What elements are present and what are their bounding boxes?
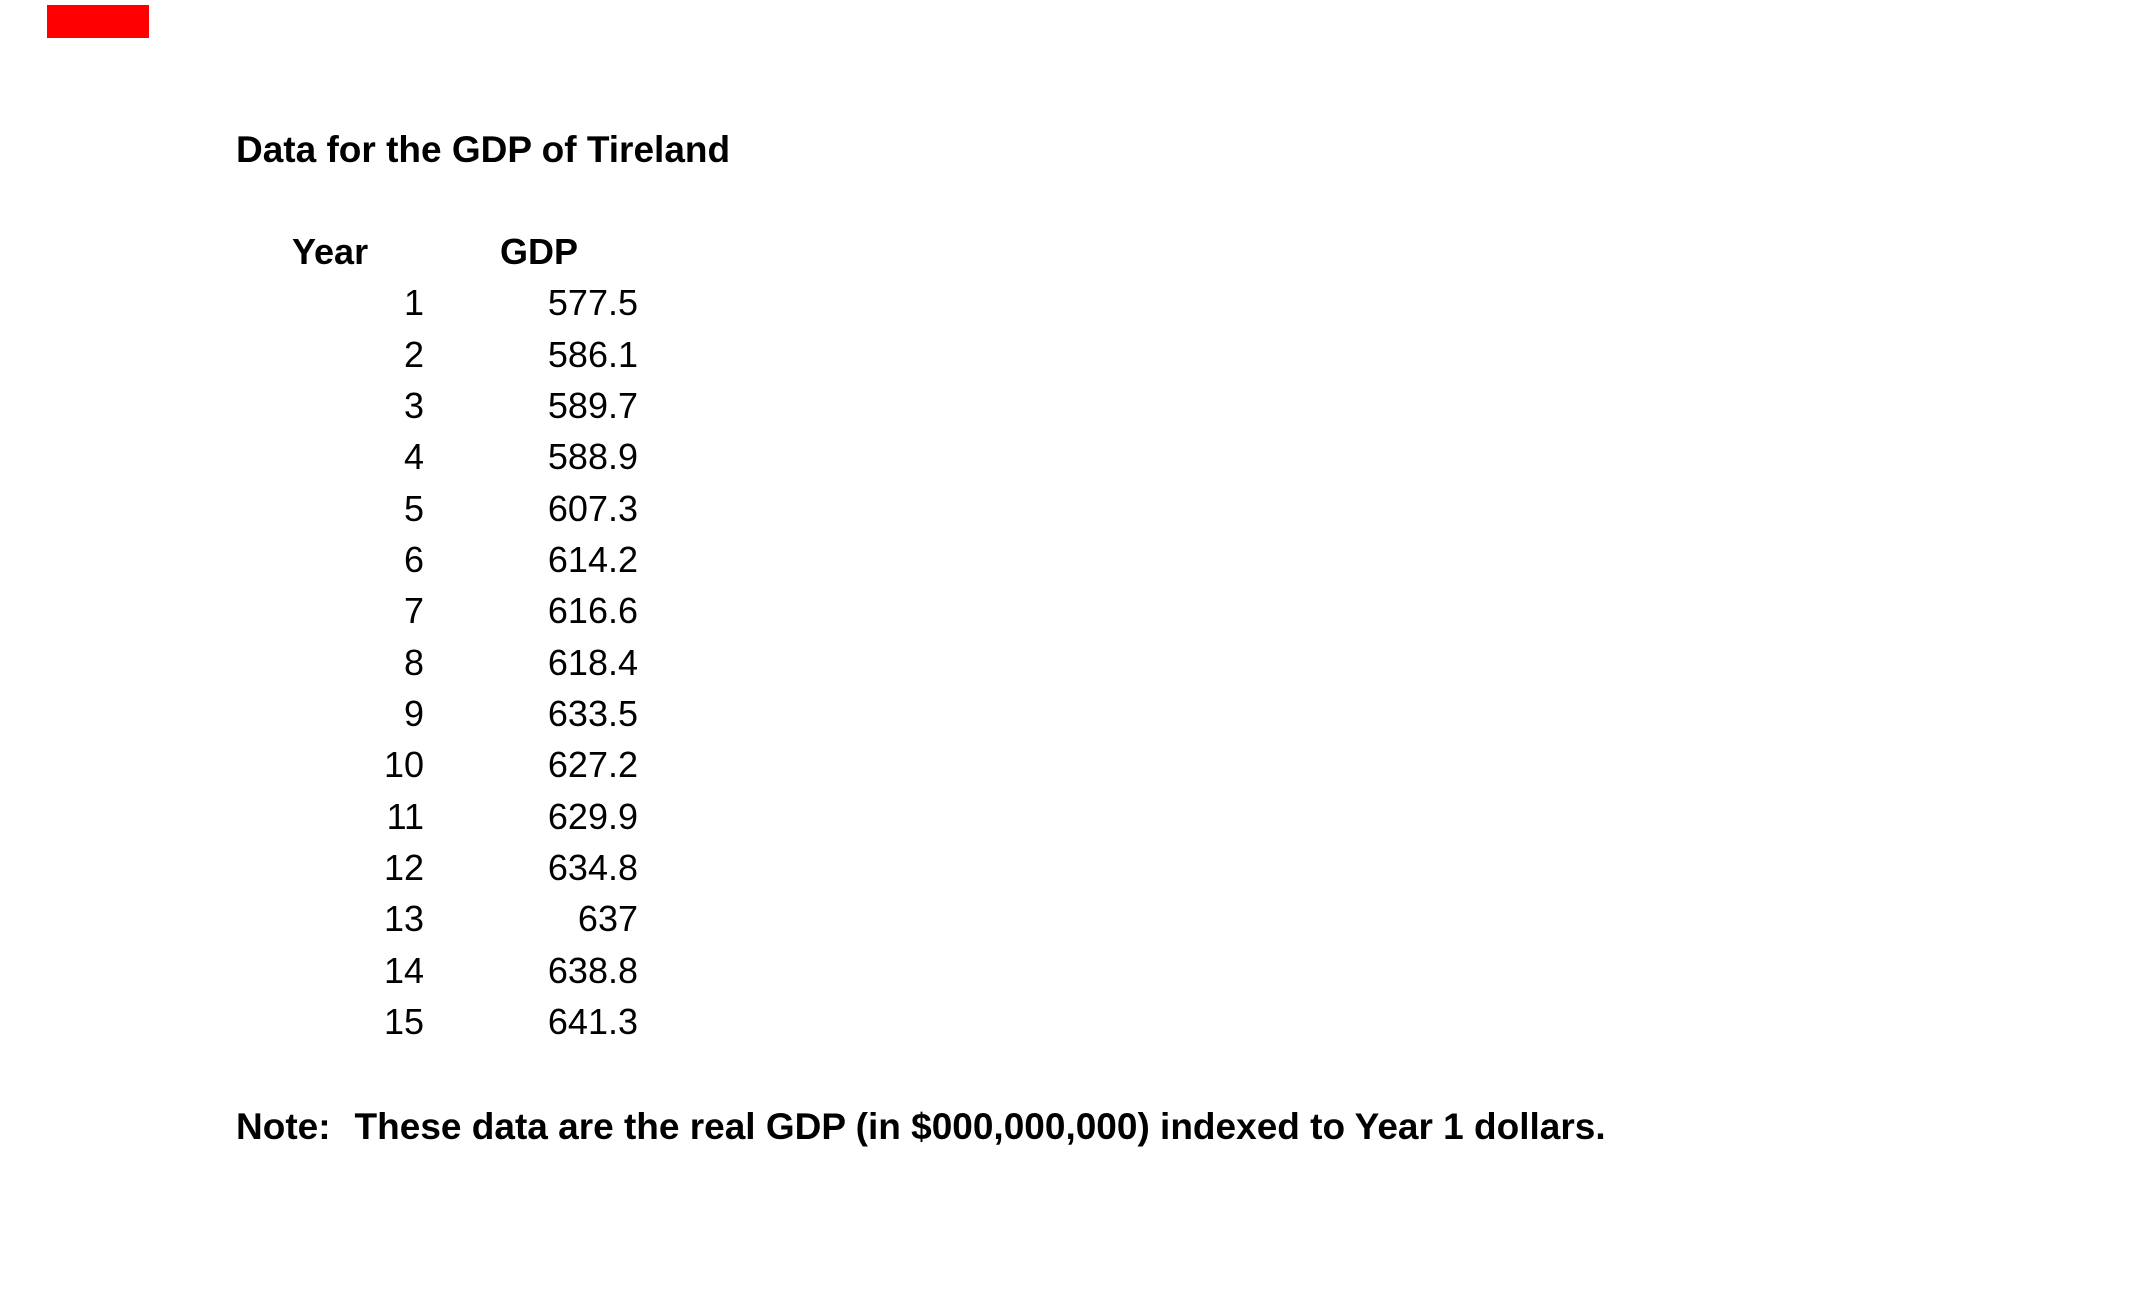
gdp-table: Year GDP 1 577.5 2 586.1 3 589.7 4 588.9 5 607… <box>230 226 638 1048</box>
table-row: 12 634.8 <box>230 842 638 893</box>
column-header-gdp: GDP <box>500 231 579 272</box>
year-cell: 7 <box>403 590 424 632</box>
gdp-cell: 577.5 <box>547 282 638 324</box>
table-row: 14 638.8 <box>230 945 638 996</box>
table-row: 5 607.3 <box>230 483 638 534</box>
year-cell: 8 <box>403 641 424 683</box>
table-row: 7 616.6 <box>230 585 638 636</box>
table-header-row: Year GDP <box>230 226 638 277</box>
table-row: 4 588.9 <box>230 431 638 482</box>
year-cell: 6 <box>403 539 424 581</box>
gdp-cell: 629.9 <box>547 795 638 837</box>
red-marker <box>47 5 149 38</box>
year-cell: 12 <box>383 847 424 889</box>
year-cell: 10 <box>383 744 424 786</box>
gdp-cell: 634.8 <box>547 847 638 889</box>
table-row: 2 586.1 <box>230 329 638 380</box>
year-cell: 3 <box>403 385 424 427</box>
gdp-cell: 638.8 <box>547 949 638 991</box>
table-row: 10 627.2 <box>230 739 638 790</box>
page-title: Data for the GDP of Tireland <box>236 129 731 170</box>
gdp-cell: 607.3 <box>547 487 638 529</box>
table-row: 1 577.5 <box>230 277 638 328</box>
gdp-cell: 627.2 <box>547 744 638 786</box>
year-cell: 11 <box>386 795 424 837</box>
year-cell: 5 <box>403 487 424 529</box>
gdp-cell: 641.3 <box>547 1001 638 1043</box>
gdp-cell: 588.9 <box>547 436 638 478</box>
footnote: Note: These data are the real GDP (in $00… <box>236 1108 1606 1145</box>
gdp-cell: 589.7 <box>547 385 638 427</box>
gdp-cell: 618.4 <box>547 641 638 683</box>
table-row: 3 589.7 <box>230 380 638 431</box>
table-row: 6 614.2 <box>230 534 638 585</box>
table-row: 11 629.9 <box>230 791 638 842</box>
table-row: 9 633.5 <box>230 688 638 739</box>
table-row: 8 618.4 <box>230 637 638 688</box>
year-cell: 2 <box>403 333 424 375</box>
gdp-cell: 616.6 <box>547 590 638 632</box>
column-header-year: Year <box>292 231 369 272</box>
year-cell: 1 <box>403 282 424 324</box>
footnote-label: Note: <box>236 1106 331 1147</box>
table-row: 13 637 <box>230 893 638 944</box>
gdp-cell: 637 <box>577 898 638 940</box>
gdp-cell: 633.5 <box>547 693 638 735</box>
table-body: 1 577.5 2 586.1 3 589.7 4 588.9 5 607.3 6 614.… <box>230 277 638 1047</box>
year-cell: 14 <box>383 949 424 991</box>
gdp-cell: 614.2 <box>547 539 638 581</box>
gdp-cell: 586.1 <box>547 333 638 375</box>
year-cell: 4 <box>403 436 424 478</box>
table-row: 15 641.3 <box>230 996 638 1047</box>
year-cell: 15 <box>383 1001 424 1043</box>
year-cell: 9 <box>403 693 424 735</box>
year-cell: 13 <box>383 898 424 940</box>
footnote-body: These data are the real GDP (in $000,000… <box>354 1106 1606 1147</box>
